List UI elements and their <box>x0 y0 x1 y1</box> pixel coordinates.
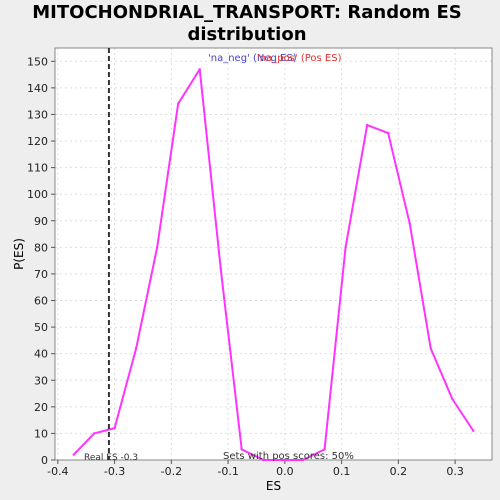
y-tick-label: 0 <box>41 454 48 467</box>
data-point <box>344 246 347 249</box>
data-point <box>365 123 369 127</box>
data-point <box>429 347 432 350</box>
legend-neg: 'na_neg' (Neg ES) <box>208 53 297 64</box>
plot-area <box>55 48 492 460</box>
data-point <box>408 222 411 225</box>
data-point <box>72 453 75 456</box>
data-point <box>472 429 475 432</box>
y-tick-label: 10 <box>34 427 48 440</box>
y-tick-label: 20 <box>34 401 48 414</box>
y-tick-label: 140 <box>27 82 48 95</box>
pos-scores-annotation: Sets with pos scores: 50% <box>223 451 354 462</box>
real-es-label: Real ES -0.3 <box>84 453 138 463</box>
data-point <box>176 102 180 106</box>
series-line <box>73 68 475 461</box>
x-tick-label: -0.3 <box>104 465 125 478</box>
y-tick-label: 30 <box>34 374 48 387</box>
data-point <box>240 448 243 451</box>
data-point <box>134 347 138 350</box>
x-tick-label: 0.0 <box>276 465 294 478</box>
y-tick-label: 120 <box>27 135 48 148</box>
x-tick-label: -0.2 <box>161 465 182 478</box>
data-point <box>323 448 326 451</box>
data-point <box>262 458 265 462</box>
data-point <box>92 432 96 435</box>
y-tick-label: 90 <box>34 215 48 228</box>
data-point <box>451 397 454 401</box>
x-tick-label: 0.2 <box>390 465 408 478</box>
y-tick-label: 130 <box>27 108 48 121</box>
data-point <box>113 426 116 430</box>
data-point <box>198 68 201 71</box>
x-tick-label: 0.1 <box>333 465 351 478</box>
data-point <box>283 458 287 462</box>
x-tick-label: -0.4 <box>47 465 68 478</box>
data-point <box>386 131 390 135</box>
x-axis-label: ES <box>266 479 281 493</box>
y-tick-label: 80 <box>34 241 48 254</box>
y-tick-label: 50 <box>34 321 48 334</box>
y-tick-label: 150 <box>27 55 48 68</box>
x-tick-label: -0.1 <box>217 465 238 478</box>
y-tick-label: 60 <box>34 295 48 308</box>
x-tick-label: 0.3 <box>446 465 464 478</box>
y-tick-label: 110 <box>27 162 48 175</box>
data-point <box>219 267 222 270</box>
chart-title-line2: distribution <box>187 24 307 45</box>
y-tick-label: 40 <box>34 348 48 361</box>
data-point <box>155 246 159 249</box>
y-tick-label: 100 <box>27 188 48 201</box>
data-point <box>301 458 305 462</box>
chart-title-line1: MITOCHONDRIAL_TRANSPORT: Random ES <box>32 2 462 23</box>
y-tick-label: 70 <box>34 268 48 281</box>
y-axis-label: P(ES) <box>12 238 26 270</box>
legend-pos: 'na_pos' (Pos ES) <box>257 53 342 64</box>
